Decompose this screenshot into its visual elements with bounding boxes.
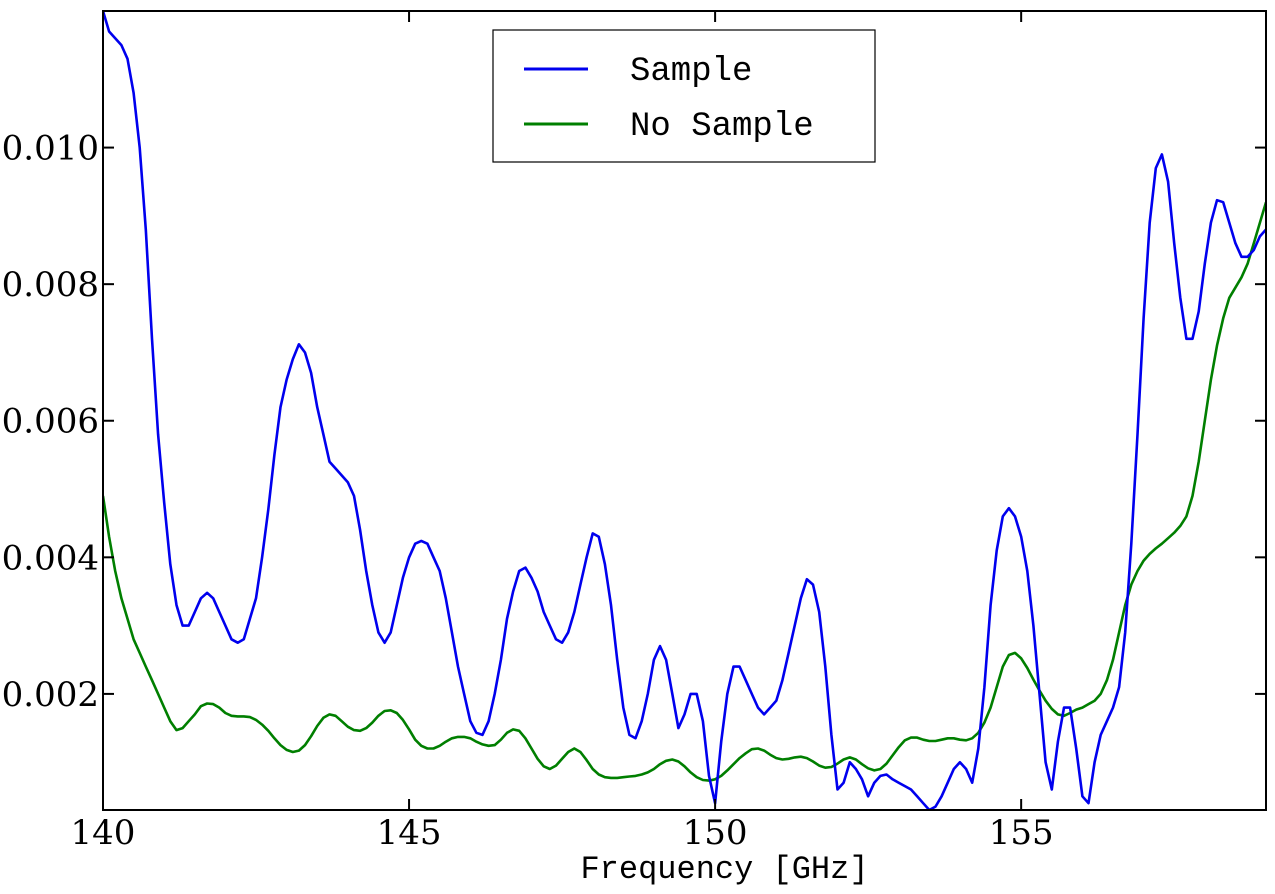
legend-label-sample: Sample (630, 53, 752, 91)
legend: Sample No Sample (492, 29, 876, 163)
y-tick-label: 0.008 (2, 265, 99, 305)
ticks-layer: 140 145 150 155 0.002 0.004 0.006 0.008 0.010 (2, 11, 1266, 853)
x-tick-label: 145 (377, 813, 442, 853)
series-line-sample (103, 11, 1266, 810)
plot-frame (102, 10, 1267, 811)
x-tick-label: 155 (989, 813, 1054, 853)
y-tick-label: 0.004 (2, 538, 99, 578)
x-axis-label: Frequency [GHz] (580, 851, 868, 888)
series-layer (103, 11, 1266, 810)
y-tick-label: 0.010 (2, 129, 99, 169)
x-tick-label: 140 (71, 813, 136, 853)
legend-label-no-sample: No Sample (630, 108, 814, 146)
x-tick-label: 150 (683, 813, 748, 853)
y-tick-label: 0.002 (2, 675, 99, 715)
legend-box (492, 29, 876, 163)
series-line-no-sample (103, 201, 1266, 782)
y-tick-label: 0.006 (2, 402, 99, 442)
